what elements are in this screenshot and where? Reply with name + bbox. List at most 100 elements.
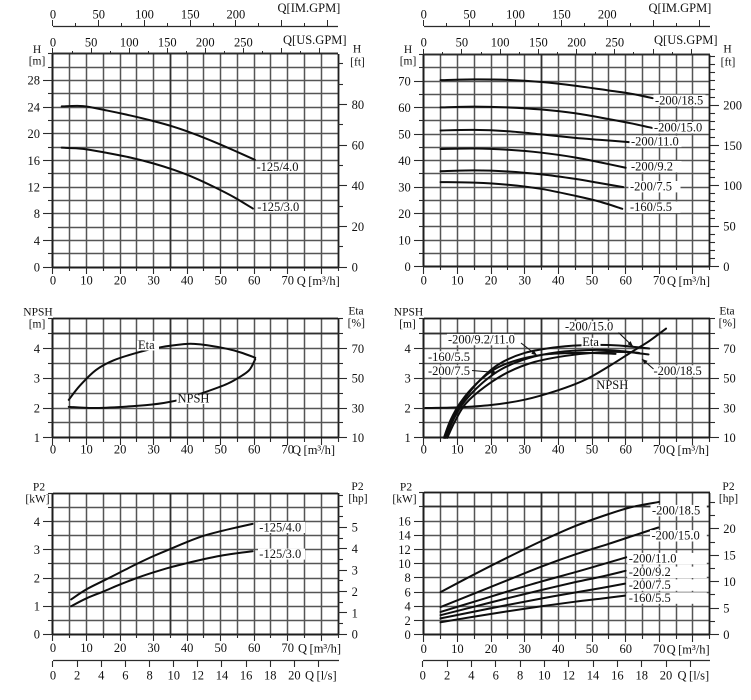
svg-text:-200/18.5: -200/18.5 [654, 364, 702, 378]
svg-text:70: 70 [352, 342, 365, 356]
svg-text:H: H [404, 44, 412, 56]
svg-text:16: 16 [240, 668, 253, 682]
svg-text:P2: P2 [722, 481, 734, 493]
svg-text:20: 20 [485, 274, 498, 288]
svg-text:5: 5 [723, 602, 729, 616]
svg-text:P2: P2 [33, 482, 45, 494]
svg-text:100: 100 [491, 36, 510, 50]
svg-text:10: 10 [451, 443, 464, 457]
svg-text:150: 150 [181, 8, 200, 22]
svg-text:1: 1 [404, 431, 410, 445]
svg-text:2: 2 [404, 614, 410, 628]
svg-text:8: 8 [34, 207, 40, 221]
svg-text:0: 0 [50, 443, 56, 457]
svg-text:2: 2 [74, 668, 80, 682]
svg-text:16: 16 [28, 154, 41, 168]
svg-text:20: 20 [485, 443, 498, 457]
svg-text:0: 0 [50, 641, 56, 655]
svg-text:4: 4 [404, 600, 411, 614]
svg-text:50: 50 [352, 372, 365, 386]
svg-text:[m]: [m] [29, 319, 46, 331]
svg-text:100: 100 [135, 8, 154, 22]
svg-text:NPSH: NPSH [23, 307, 52, 319]
svg-text:Q [m³/h]: Q [m³/h] [666, 443, 709, 457]
svg-text:2: 2 [34, 401, 40, 415]
svg-text:200: 200 [723, 99, 742, 113]
svg-text:150: 150 [158, 36, 177, 50]
svg-text:50: 50 [586, 642, 599, 656]
svg-text:20: 20 [660, 668, 673, 682]
svg-text:0: 0 [34, 261, 40, 275]
svg-text:250: 250 [605, 36, 624, 50]
svg-text:P2: P2 [400, 482, 412, 494]
svg-text:2: 2 [34, 571, 40, 585]
svg-text:20: 20 [723, 522, 736, 536]
svg-text:0: 0 [50, 36, 56, 50]
svg-text:[ft]: [ft] [721, 57, 736, 69]
svg-text:100: 100 [723, 179, 742, 193]
svg-text:10: 10 [538, 668, 551, 682]
svg-text:70: 70 [653, 642, 666, 656]
svg-text:H: H [353, 44, 361, 56]
svg-text:0: 0 [421, 36, 427, 50]
svg-text:12: 12 [562, 668, 575, 682]
svg-text:200: 200 [227, 8, 246, 22]
svg-text:70: 70 [282, 274, 295, 288]
svg-text:40: 40 [181, 641, 194, 655]
svg-text:0: 0 [404, 260, 410, 274]
svg-text:4: 4 [352, 542, 359, 556]
svg-text:30: 30 [147, 274, 160, 288]
svg-text:H: H [33, 44, 41, 56]
svg-text:100: 100 [120, 36, 139, 50]
svg-text:-200/11.0: -200/11.0 [629, 552, 677, 566]
svg-text:60: 60 [398, 101, 411, 115]
svg-text:10: 10 [167, 668, 180, 682]
svg-text:200: 200 [598, 8, 617, 22]
svg-text:150: 150 [529, 36, 548, 50]
svg-text:Q[IM.GPM]: Q[IM.GPM] [649, 1, 712, 15]
svg-text:60: 60 [248, 641, 261, 655]
svg-text:30: 30 [398, 180, 411, 194]
svg-text:-160/5.5: -160/5.5 [629, 591, 671, 605]
svg-text:4: 4 [34, 342, 41, 356]
svg-text:10: 10 [398, 233, 411, 247]
svg-text:70: 70 [282, 443, 295, 457]
svg-text:50: 50 [723, 372, 736, 386]
svg-text:70: 70 [282, 641, 295, 655]
svg-text:0: 0 [34, 628, 40, 642]
svg-text:Q [m³/h]: Q [m³/h] [297, 274, 340, 288]
svg-text:0: 0 [723, 628, 729, 642]
svg-text:Q [l/s]: Q [l/s] [678, 668, 710, 682]
svg-text:[hp]: [hp] [719, 493, 738, 505]
svg-text:20: 20 [114, 641, 127, 655]
svg-text:10: 10 [723, 431, 736, 445]
svg-text:5: 5 [352, 521, 358, 535]
svg-text:Q[US.GPM]: Q[US.GPM] [283, 33, 347, 47]
svg-text:[m]: [m] [400, 56, 417, 68]
svg-text:10: 10 [80, 641, 93, 655]
svg-text:70: 70 [398, 75, 411, 89]
svg-text:70: 70 [653, 274, 666, 288]
svg-text:4: 4 [98, 668, 105, 682]
svg-text:80: 80 [352, 98, 365, 112]
svg-text:40: 40 [552, 274, 565, 288]
svg-text:-125/3.0: -125/3.0 [257, 200, 299, 214]
svg-text:-200/11.0: -200/11.0 [631, 134, 679, 148]
svg-text:Q [m³/h]: Q [m³/h] [292, 443, 335, 457]
svg-text:Eta: Eta [719, 306, 734, 318]
svg-text:-200/9.2: -200/9.2 [631, 160, 673, 174]
svg-text:30: 30 [518, 642, 531, 656]
svg-text:50: 50 [214, 443, 227, 457]
svg-text:6: 6 [493, 668, 499, 682]
svg-text:50: 50 [456, 36, 469, 50]
svg-text:60: 60 [352, 139, 365, 153]
svg-text:3: 3 [34, 543, 40, 557]
svg-text:[m]: [m] [29, 56, 46, 68]
svg-text:3: 3 [404, 372, 410, 386]
svg-text:[m]: [m] [399, 319, 416, 331]
svg-text:8: 8 [146, 668, 152, 682]
svg-text:P2: P2 [351, 481, 363, 493]
svg-text:4: 4 [34, 515, 41, 529]
svg-text:150: 150 [723, 139, 742, 153]
svg-text:3: 3 [34, 372, 40, 386]
